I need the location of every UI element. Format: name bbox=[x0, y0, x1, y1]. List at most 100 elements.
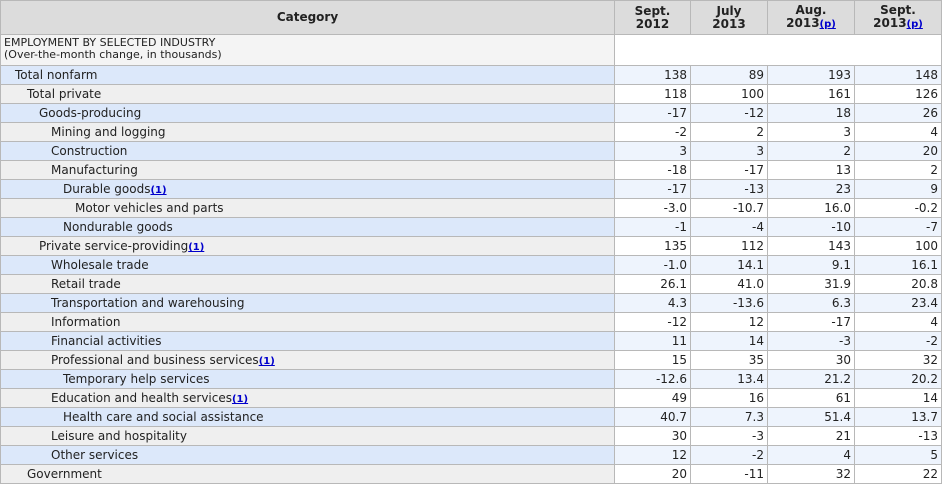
value-cell: 2 bbox=[690, 122, 768, 142]
category-label: Mining and logging bbox=[51, 125, 166, 139]
category-label: Private service-providing bbox=[39, 239, 189, 253]
value-cell: -2 bbox=[690, 445, 768, 465]
preliminary-footnote-link[interactable]: (p) bbox=[819, 19, 836, 30]
value-cell: 14 bbox=[690, 331, 768, 351]
table-row: Transportation and warehousing 4.3 -13.6 6.… bbox=[0, 293, 942, 313]
category-cell: Financial activities bbox=[0, 331, 615, 351]
value-cell: 51.4 bbox=[767, 407, 855, 427]
value-cell: -13 bbox=[690, 179, 768, 199]
table-row: Mining and logging -2 2 3 4 bbox=[0, 122, 942, 142]
footnote-link[interactable]: (1) bbox=[188, 242, 205, 253]
category-cell: Total private bbox=[0, 84, 615, 104]
category-label: Total private bbox=[27, 87, 102, 101]
value-cell: 40.7 bbox=[614, 407, 691, 427]
value-cell: 20.2 bbox=[854, 369, 942, 389]
footnote-link[interactable]: (1) bbox=[150, 185, 167, 196]
category-cell: Education and health services(1) bbox=[0, 388, 615, 408]
value-cell: 32 bbox=[854, 350, 942, 370]
category-cell: Goods-producing bbox=[0, 103, 615, 123]
value-cell: 14 bbox=[854, 388, 942, 408]
category-label: Manufacturing bbox=[51, 163, 138, 177]
category-label: Health care and social assistance bbox=[63, 410, 264, 424]
value-cell: 41.0 bbox=[690, 274, 768, 294]
table-row: Education and health services(1) 49 16 61 14 bbox=[0, 388, 942, 408]
category-label: Education and health services bbox=[51, 391, 232, 405]
value-cell: 193 bbox=[767, 65, 855, 85]
table-row: Goods-producing -17 -12 18 26 bbox=[0, 103, 942, 123]
footnote-link[interactable]: (1) bbox=[231, 394, 249, 405]
value-cell: 3 bbox=[614, 141, 691, 161]
value-cell: 21.2 bbox=[767, 369, 855, 389]
value-cell: -2 bbox=[614, 122, 691, 142]
category-label: Durable goods bbox=[63, 182, 151, 196]
table-row: Manufacturing -18 -17 13 2 bbox=[0, 160, 942, 180]
header-text: 2012 bbox=[635, 16, 670, 31]
category-label: Temporary help services bbox=[63, 372, 210, 386]
footnote-link[interactable]: (1) bbox=[258, 356, 275, 367]
value-cell: -2 bbox=[854, 331, 942, 351]
table-row: Information -12 12 -17 4 bbox=[0, 312, 942, 332]
table-row: Professional and business services(1) 15 3… bbox=[0, 350, 942, 370]
value-cell: 22 bbox=[854, 464, 942, 484]
category-cell: Government bbox=[0, 464, 615, 484]
value-cell: 31.9 bbox=[767, 274, 855, 294]
value-cell: -10.7 bbox=[690, 198, 768, 218]
value-cell: -3.0 bbox=[614, 198, 691, 218]
table-row: Private service-providing(1) 135 112 143 100 bbox=[0, 236, 942, 256]
table-row: Construction 3 3 2 20 bbox=[0, 141, 942, 161]
section-row: EMPLOYMENT BY SELECTED INDUSTRY (Over-the… bbox=[0, 34, 942, 66]
category-label: Motor vehicles and parts bbox=[75, 201, 224, 215]
value-cell: 6.3 bbox=[767, 293, 855, 313]
value-cell: 4.3 bbox=[614, 293, 691, 313]
value-cell: -12.6 bbox=[614, 369, 691, 389]
column-header: Sept. 2012 bbox=[614, 0, 691, 35]
value-cell: 20.8 bbox=[854, 274, 942, 294]
category-label: Construction bbox=[51, 144, 128, 158]
table-row: Government 20 -11 32 22 bbox=[0, 464, 942, 484]
table-row: Total nonfarm 138 89 193 148 bbox=[0, 65, 942, 85]
header-text: 2013 bbox=[786, 16, 820, 30]
value-cell: -17 bbox=[767, 312, 855, 332]
category-label: Total nonfarm bbox=[15, 68, 98, 82]
table-row: Financial activities 11 14 -3 -2 bbox=[0, 331, 942, 351]
value-cell: 12 bbox=[690, 312, 768, 332]
value-cell: 143 bbox=[767, 236, 855, 256]
value-cell: -17 bbox=[614, 179, 691, 199]
category-cell: Other services bbox=[0, 445, 615, 465]
section-title: EMPLOYMENT BY SELECTED INDUSTRY bbox=[4, 36, 216, 49]
category-label: Professional and business services bbox=[51, 353, 259, 367]
value-cell: 15 bbox=[614, 350, 691, 370]
category-label: Leisure and hospitality bbox=[51, 429, 187, 443]
column-header: July 2013 bbox=[690, 0, 768, 35]
category-cell: Transportation and warehousing bbox=[0, 293, 615, 313]
table-row: Motor vehicles and parts -3.0 -10.7 16.0 -0.… bbox=[0, 198, 942, 218]
value-cell: 20 bbox=[854, 141, 942, 161]
value-cell: 13 bbox=[767, 160, 855, 180]
value-cell: 14.1 bbox=[690, 255, 768, 275]
value-cell: -13 bbox=[854, 426, 942, 446]
value-cell: 2 bbox=[767, 141, 855, 161]
header-text: Category bbox=[276, 10, 339, 24]
value-cell: 49 bbox=[614, 388, 691, 408]
header-text: Aug. bbox=[795, 3, 827, 17]
value-cell: -1.0 bbox=[614, 255, 691, 275]
category-cell: Durable goods(1) bbox=[0, 179, 615, 199]
value-cell: 4 bbox=[767, 445, 855, 465]
value-cell: 9.1 bbox=[767, 255, 855, 275]
value-cell: 16.0 bbox=[767, 198, 855, 218]
category-cell: Manufacturing bbox=[0, 160, 615, 180]
category-label: Other services bbox=[51, 448, 139, 462]
value-cell: 30 bbox=[767, 350, 855, 370]
value-cell: 13.7 bbox=[854, 407, 942, 427]
value-cell: 112 bbox=[690, 236, 768, 256]
preliminary-footnote-link[interactable]: (p) bbox=[906, 19, 923, 30]
value-cell: 3 bbox=[767, 122, 855, 142]
value-cell: -1 bbox=[614, 217, 691, 237]
value-cell: -17 bbox=[614, 103, 691, 123]
category-cell: Information bbox=[0, 312, 615, 332]
value-cell: 138 bbox=[614, 65, 691, 85]
value-cell: 20 bbox=[614, 464, 691, 484]
header-text: Sept. bbox=[880, 3, 916, 17]
value-cell: 89 bbox=[690, 65, 768, 85]
